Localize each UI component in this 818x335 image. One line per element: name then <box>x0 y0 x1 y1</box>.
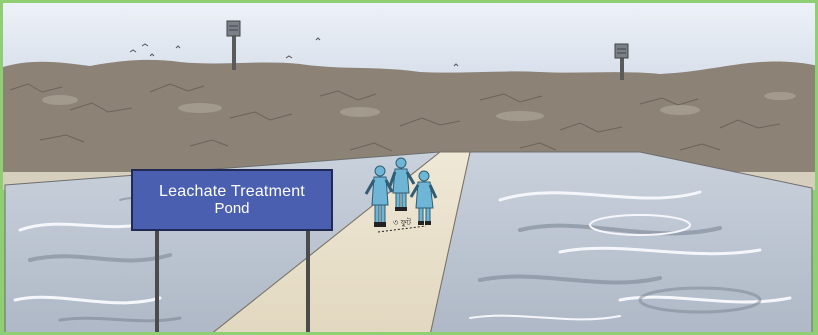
sign-title: Leachate Treatment <box>159 182 305 200</box>
sign-subtitle: Pond <box>214 199 250 217</box>
pond-right <box>429 151 813 335</box>
distance-label: ৩ ফুট <box>393 218 411 227</box>
vent-post-right <box>614 43 629 80</box>
distance-marker-line <box>377 225 427 233</box>
sign-board <box>131 169 333 231</box>
sign-text: Leachate Treatment Pond <box>134 172 330 228</box>
birds <box>129 37 459 67</box>
worker-right <box>409 170 438 225</box>
vent-post-left <box>226 20 241 70</box>
worker-middle <box>388 157 416 211</box>
landfill-texture <box>9 83 781 152</box>
sign-post-left <box>155 228 159 335</box>
sign-post-right <box>306 228 310 335</box>
water-swirls <box>13 190 792 323</box>
worker-left <box>364 165 394 227</box>
landfill-mound <box>0 59 818 173</box>
landfill-highlights <box>42 92 796 121</box>
